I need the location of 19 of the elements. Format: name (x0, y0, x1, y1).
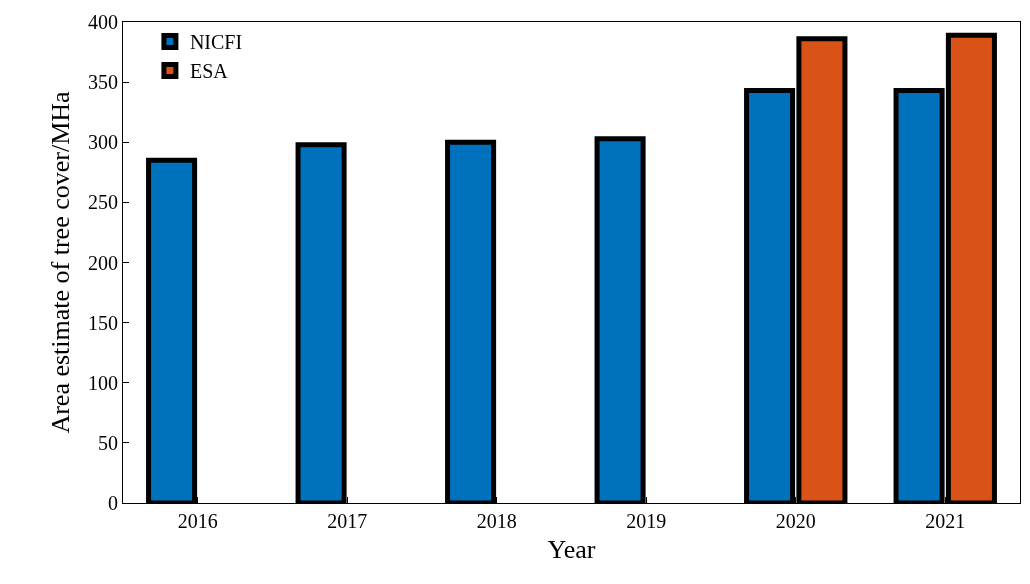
x-tick-label: 2016 (177, 510, 218, 532)
legend-label: ESA (189, 60, 229, 83)
x-tick-label: 2019 (626, 510, 667, 532)
y-axis-title: Area estimate of tree cover/MHa (46, 90, 76, 434)
y-tick-label: 400 (88, 11, 118, 33)
y-tick-label: 200 (88, 251, 118, 274)
y-tick-label: 150 (88, 311, 118, 334)
y-tick-label: 350 (88, 71, 118, 94)
y-tick-label: 100 (88, 371, 118, 394)
legend-label: NICFI (189, 31, 243, 54)
x-tick-label: 2020 (775, 510, 816, 532)
x-tick-label: 2017 (327, 510, 368, 532)
x-tick-label: 2018 (476, 510, 517, 532)
y-tick-label: 50 (98, 431, 118, 454)
x-tick-label: 2021 (925, 510, 966, 532)
y-tick-label: 0 (108, 492, 118, 514)
x-axis-title: Year (547, 534, 596, 564)
y-tick-label: 250 (88, 191, 118, 214)
y-tick-label: 300 (88, 131, 118, 154)
